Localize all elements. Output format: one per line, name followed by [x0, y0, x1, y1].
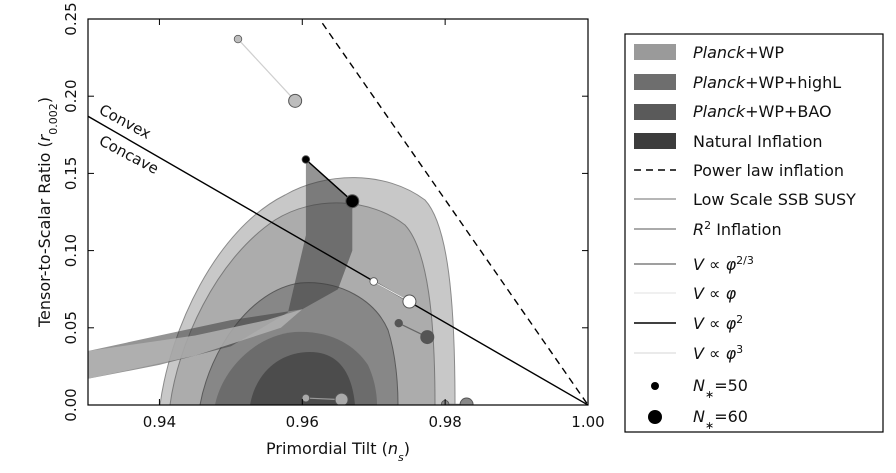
- x-axis-title: Primordial Tilt (ns): [266, 439, 410, 464]
- y-tick-label: 0.20: [62, 79, 80, 112]
- x-tick-label: 0.96: [286, 413, 319, 431]
- point-n60-v: [402, 294, 417, 309]
- y-axis-title: Tensor-to-Scalar Ratio (r0.002): [35, 97, 60, 328]
- point-n60-v: [345, 194, 360, 209]
- series-line-power-law-inflation: [318, 19, 588, 405]
- y-tick-label: 0.10: [62, 234, 80, 267]
- x-tick-label: 1.00: [571, 413, 604, 431]
- legend-frame: [624, 33, 884, 433]
- point-n60-r-inflation: [334, 392, 349, 405]
- legend-label-planck-wp-highl: Planck+WP+highL: [693, 73, 841, 92]
- legend-swatch-planck-wp: [634, 44, 676, 60]
- natural-inflation-tail: [88, 309, 303, 379]
- y-tick-label: 0.15: [62, 157, 80, 190]
- legend-marker-n50: [651, 382, 659, 390]
- y-tick-label: 0.05: [62, 311, 80, 344]
- point-n50-r-inflation: [301, 393, 311, 403]
- legend-label-natural-inflation: Natural Inflation: [693, 132, 823, 151]
- legend-marker-n60: [648, 410, 662, 424]
- point-n50-v: [369, 277, 378, 286]
- planck-core-region: [250, 352, 355, 405]
- y-tick-label: 0.00: [62, 388, 80, 421]
- point-n50-v: [301, 155, 311, 164]
- legend-label-phi-3: V ∝ φ3: [693, 343, 743, 364]
- series-line-convex-concave-boundary: [88, 115, 588, 405]
- legend-swatch-natural-inflation: [634, 133, 676, 149]
- legend-label-r2: R2 Inflation: [693, 219, 782, 240]
- legend-label-phi-2: V ∝ φ2: [693, 313, 743, 334]
- point-n60-v-2-3: [420, 330, 435, 345]
- legend: Planck+WP Planck+WP+highL Planck+WP+BAO …: [624, 33, 884, 433]
- point-n50-v-2-3: [394, 318, 403, 328]
- natural-inflation-region: [88, 159, 353, 379]
- point-n50-v: [233, 34, 243, 44]
- series-line-v: [305, 158, 353, 202]
- series-line-v: [237, 38, 296, 102]
- legend-label-ssb-susy: Low Scale SSB SUSY: [693, 190, 856, 209]
- legend-label-power-law: Power law inflation: [693, 161, 844, 180]
- data-layer: [88, 19, 588, 405]
- point-n60-v: [288, 93, 303, 108]
- legend-label-planck-wp: Planck+WP: [693, 43, 784, 62]
- legend-label-phi: V ∝ φ: [693, 284, 737, 303]
- plot-frame: [87, 18, 589, 406]
- y-tick-label: 0.25: [62, 2, 80, 35]
- legend-swatch-planck-wp-highl: [634, 74, 676, 90]
- legend-label-planck-wp-bao: Planck+WP+BAO: [693, 102, 832, 121]
- axis-ticks: 0.94 0.96 0.98 1.00 0.00 0.05 0.10 0.15 0.20 0.25: [62, 2, 605, 431]
- x-tick-label: 0.94: [143, 413, 176, 431]
- legend-swatch-planck-wp-bao: [634, 104, 676, 120]
- x-tick-label: 0.98: [428, 413, 461, 431]
